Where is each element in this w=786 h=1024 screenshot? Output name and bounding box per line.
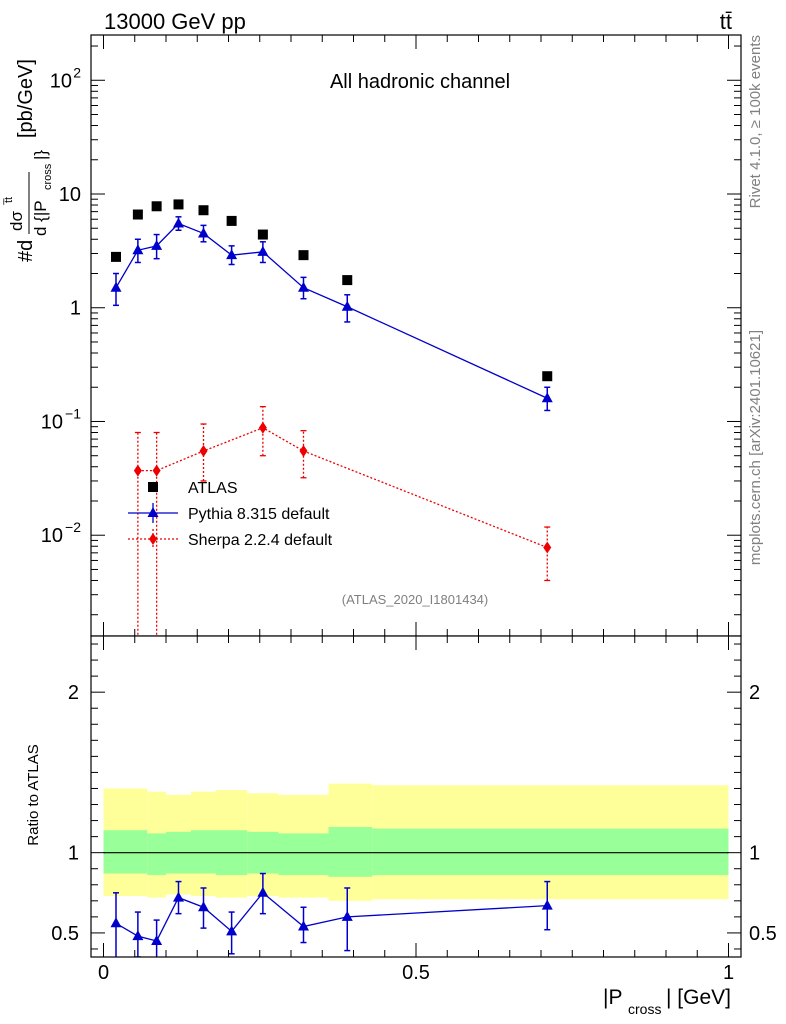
svg-text:[pb/GeV]: [pb/GeV]	[15, 59, 37, 138]
main-ytick-label: 10 2	[50, 64, 81, 92]
sherpa-point	[543, 541, 552, 554]
ratio-pythia-point	[132, 930, 144, 941]
ratio-pythia-point	[198, 901, 209, 912]
sherpa-point	[133, 464, 142, 477]
main-ylabel: #d dσ t̅t d {|P cross |} [pb/GeV]	[3, 59, 54, 262]
ratio-pythia-point	[110, 917, 122, 928]
pythia-point	[151, 239, 163, 250]
ratio-xtick-label: 0	[98, 962, 109, 984]
ratio-pythia-point	[257, 886, 269, 897]
pythia-line	[115, 222, 548, 399]
main-ytick-label: 10	[59, 184, 81, 206]
atlas-point	[151, 201, 162, 212]
sherpa-point	[258, 421, 267, 434]
analysis-tag: (ATLAS_2020_I1801434)	[342, 592, 488, 607]
svg-text:t̅t: t̅t	[3, 197, 15, 206]
main-plot-area	[91, 35, 741, 636]
legend-atlas-marker	[148, 482, 158, 492]
svg-text:dσ: dσ	[7, 211, 26, 231]
ratio-ytick-label-left: 1	[68, 843, 79, 865]
svg-text:|P: |P	[603, 986, 622, 1009]
pythia-point	[341, 300, 353, 311]
atlas-point	[298, 250, 309, 261]
ratio-band-inner	[103, 830, 148, 874]
svg-text:1: 1	[70, 298, 81, 320]
ratio-band-inner	[328, 826, 373, 877]
ratio-ytick-label-left: 0.5	[51, 923, 79, 945]
pythia-point	[132, 244, 144, 255]
atlas-point	[257, 229, 268, 240]
svg-text:−1: −1	[65, 405, 81, 421]
ratio-pythia-point	[298, 920, 309, 931]
header-left-label: 13000 GeV pp	[104, 9, 246, 34]
ratio-ylabel: Ratio to ATLAS	[25, 744, 42, 845]
pythia-point	[110, 281, 122, 292]
svg-text:10: 10	[59, 184, 81, 206]
svg-text:10: 10	[41, 411, 63, 433]
ratio-ytick-label-left: 2	[68, 682, 79, 704]
ratio-xtick-label: 1	[723, 962, 734, 984]
atlas-point	[198, 205, 209, 216]
legend-sherpa-marker	[149, 533, 157, 545]
ratio-pythia-point	[341, 910, 353, 921]
svg-text:|}: |}	[31, 150, 50, 160]
pythia-point	[173, 217, 184, 228]
svg-text:−2: −2	[65, 519, 81, 535]
svg-text:#d: #d	[15, 240, 37, 262]
svg-text:10: 10	[50, 70, 72, 92]
sherpa-line	[137, 427, 548, 549]
svg-text:10: 10	[41, 525, 63, 547]
svg-text:d {|P: d {|P	[31, 200, 50, 236]
ratio-band-inner	[191, 830, 216, 874]
ratio-xtick-label: 0.5	[402, 962, 430, 984]
svg-text:2: 2	[73, 64, 81, 80]
sherpa-point	[299, 445, 308, 458]
ratio-band-inner	[278, 833, 329, 876]
atlas-point	[111, 251, 121, 262]
svg-text:| [GeV]: | [GeV]	[666, 986, 731, 1009]
pythia-point	[298, 281, 309, 292]
ratio-band-inner	[147, 833, 166, 876]
mcplots-label: mcplots.cern.ch [arXiv:2401.10621]	[747, 330, 764, 565]
ratio-pythia-point	[173, 891, 184, 902]
legend: ATLAS Pythia 8.315 default Sherpa 2.2.4 de…	[128, 480, 333, 549]
header-right-label: tt̄	[720, 9, 732, 34]
atlas-point	[173, 199, 184, 210]
sherpa-point	[152, 464, 161, 477]
svg-text:cross: cross	[42, 163, 54, 190]
legend-pythia-marker	[147, 507, 159, 517]
rivet-label: Rivet 4.1.0, ≥ 100k events	[747, 35, 764, 208]
main-ytick-label: 10 −2	[41, 519, 81, 547]
legend-label: Sherpa 2.2.4 default	[188, 532, 333, 549]
ratio-band-inner	[372, 828, 729, 876]
atlas-point	[132, 209, 143, 220]
main-ytick-label: 10 −1	[41, 405, 81, 433]
xlabel: |P cross | [GeV]	[603, 986, 731, 1017]
atlas-point	[542, 371, 553, 382]
pythia-point	[541, 392, 553, 403]
pythia-point	[226, 249, 238, 260]
pythia-point	[257, 245, 269, 256]
ratio-pythia-line	[115, 891, 548, 942]
svg-text:cross: cross	[628, 1001, 661, 1017]
ratio-pythia-point	[226, 925, 238, 936]
pythia-point	[198, 227, 209, 238]
atlas-point	[226, 215, 237, 226]
sherpa-point	[199, 445, 208, 458]
atlas-point	[342, 275, 353, 286]
ratio-pythia-point	[541, 899, 553, 910]
main-title: All hadronic channel	[330, 71, 510, 93]
legend-label: ATLAS	[188, 480, 238, 497]
legend-label: Pythia 8.315 default	[188, 506, 330, 523]
ratio-ytick-label-right: 0.5	[749, 923, 777, 945]
ratio-pythia-point	[151, 934, 163, 945]
main-ytick-label: 1	[70, 298, 81, 320]
ratio-ytick-label-right: 1	[749, 843, 760, 865]
ratio-ytick-label-right: 2	[749, 682, 760, 704]
